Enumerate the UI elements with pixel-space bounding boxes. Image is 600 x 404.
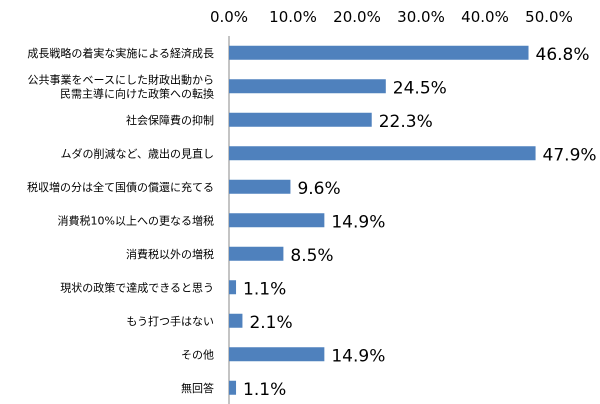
data-label: 8.5% [290,246,333,266]
category-label: 消費税10%以上への更なる増税 [58,213,214,227]
data-label: 22.3% [379,112,433,132]
x-axis-ticks: 0.0% 10.0% 20.0% 30.0% 40.0% 50.0% [210,8,573,26]
data-label: 47.9% [543,145,597,165]
bar [229,313,243,328]
category-label-line: もう打つ手はない [126,314,214,328]
bar [229,347,325,362]
category-label-line: ムダの削減など、歳出の見直し [61,146,214,160]
category-label: 税収増の分は全て国債の償還に充てる [27,180,214,194]
category-label: 消費税以外の増税 [126,247,214,261]
data-label: 2.1% [249,313,292,333]
bar [229,179,291,194]
data-label: 14.9% [331,346,385,366]
data-label: 1.1% [243,380,286,400]
category-label-line: 公共事業をベースにした財政出動から [28,72,214,86]
x-tick-label: 10.0% [269,8,317,26]
x-tick-label: 30.0% [397,8,445,26]
category-label-line: 消費税10%以上への更なる増税 [58,213,214,227]
category-label-line: 無回答 [181,381,214,395]
x-tick-label: 40.0% [461,8,509,26]
bar [229,246,284,261]
bar [229,112,372,127]
bar [229,380,237,395]
category-label: 無回答 [181,381,214,395]
category-label-line: 現状の政策で達成できると思う [60,280,214,294]
category-label: 社会保障費の抑制 [126,113,214,127]
bar [229,280,237,295]
category-label: その他 [181,348,214,361]
x-tick-label: 0.0% [210,8,248,26]
category-label-line: 民需主導に向けた政策への転換 [60,86,214,100]
category-label-line: 消費税以外の増税 [126,247,214,261]
category-label: 公共事業をベースにした財政出動から民需主導に向けた政策への転換 [28,72,214,100]
category-label: もう打つ手はない [126,314,214,328]
bar [229,213,325,228]
data-label: 1.1% [243,279,286,299]
bar [229,79,386,94]
category-label: 成長戦略の着実な実施による経済成長 [27,46,214,60]
x-tick-label: 20.0% [333,8,381,26]
category-labels: 成長戦略の着実な実施による経済成長公共事業をベースにした財政出動から民需主導に向… [27,46,214,395]
category-label-line: 成長戦略の着実な実施による経済成長 [27,46,214,60]
bar [229,146,536,161]
bar [229,45,529,60]
category-label: 現状の政策で達成できると思う [60,280,214,294]
value-labels: 46.8%24.5%22.3%47.9%9.6%14.9%8.5%1.1%2.1… [243,45,597,400]
data-label: 24.5% [393,78,447,98]
data-label: 46.8% [536,45,590,65]
category-label: ムダの削減など、歳出の見直し [61,146,214,160]
category-label-line: その他 [181,348,214,361]
data-label: 9.6% [297,179,340,199]
data-label: 14.9% [331,212,385,232]
category-label-line: 社会保障費の抑制 [126,113,214,127]
category-label-line: 税収増の分は全て国債の償還に充てる [27,180,214,194]
bars [229,45,536,395]
x-tick-label: 50.0% [525,8,573,26]
